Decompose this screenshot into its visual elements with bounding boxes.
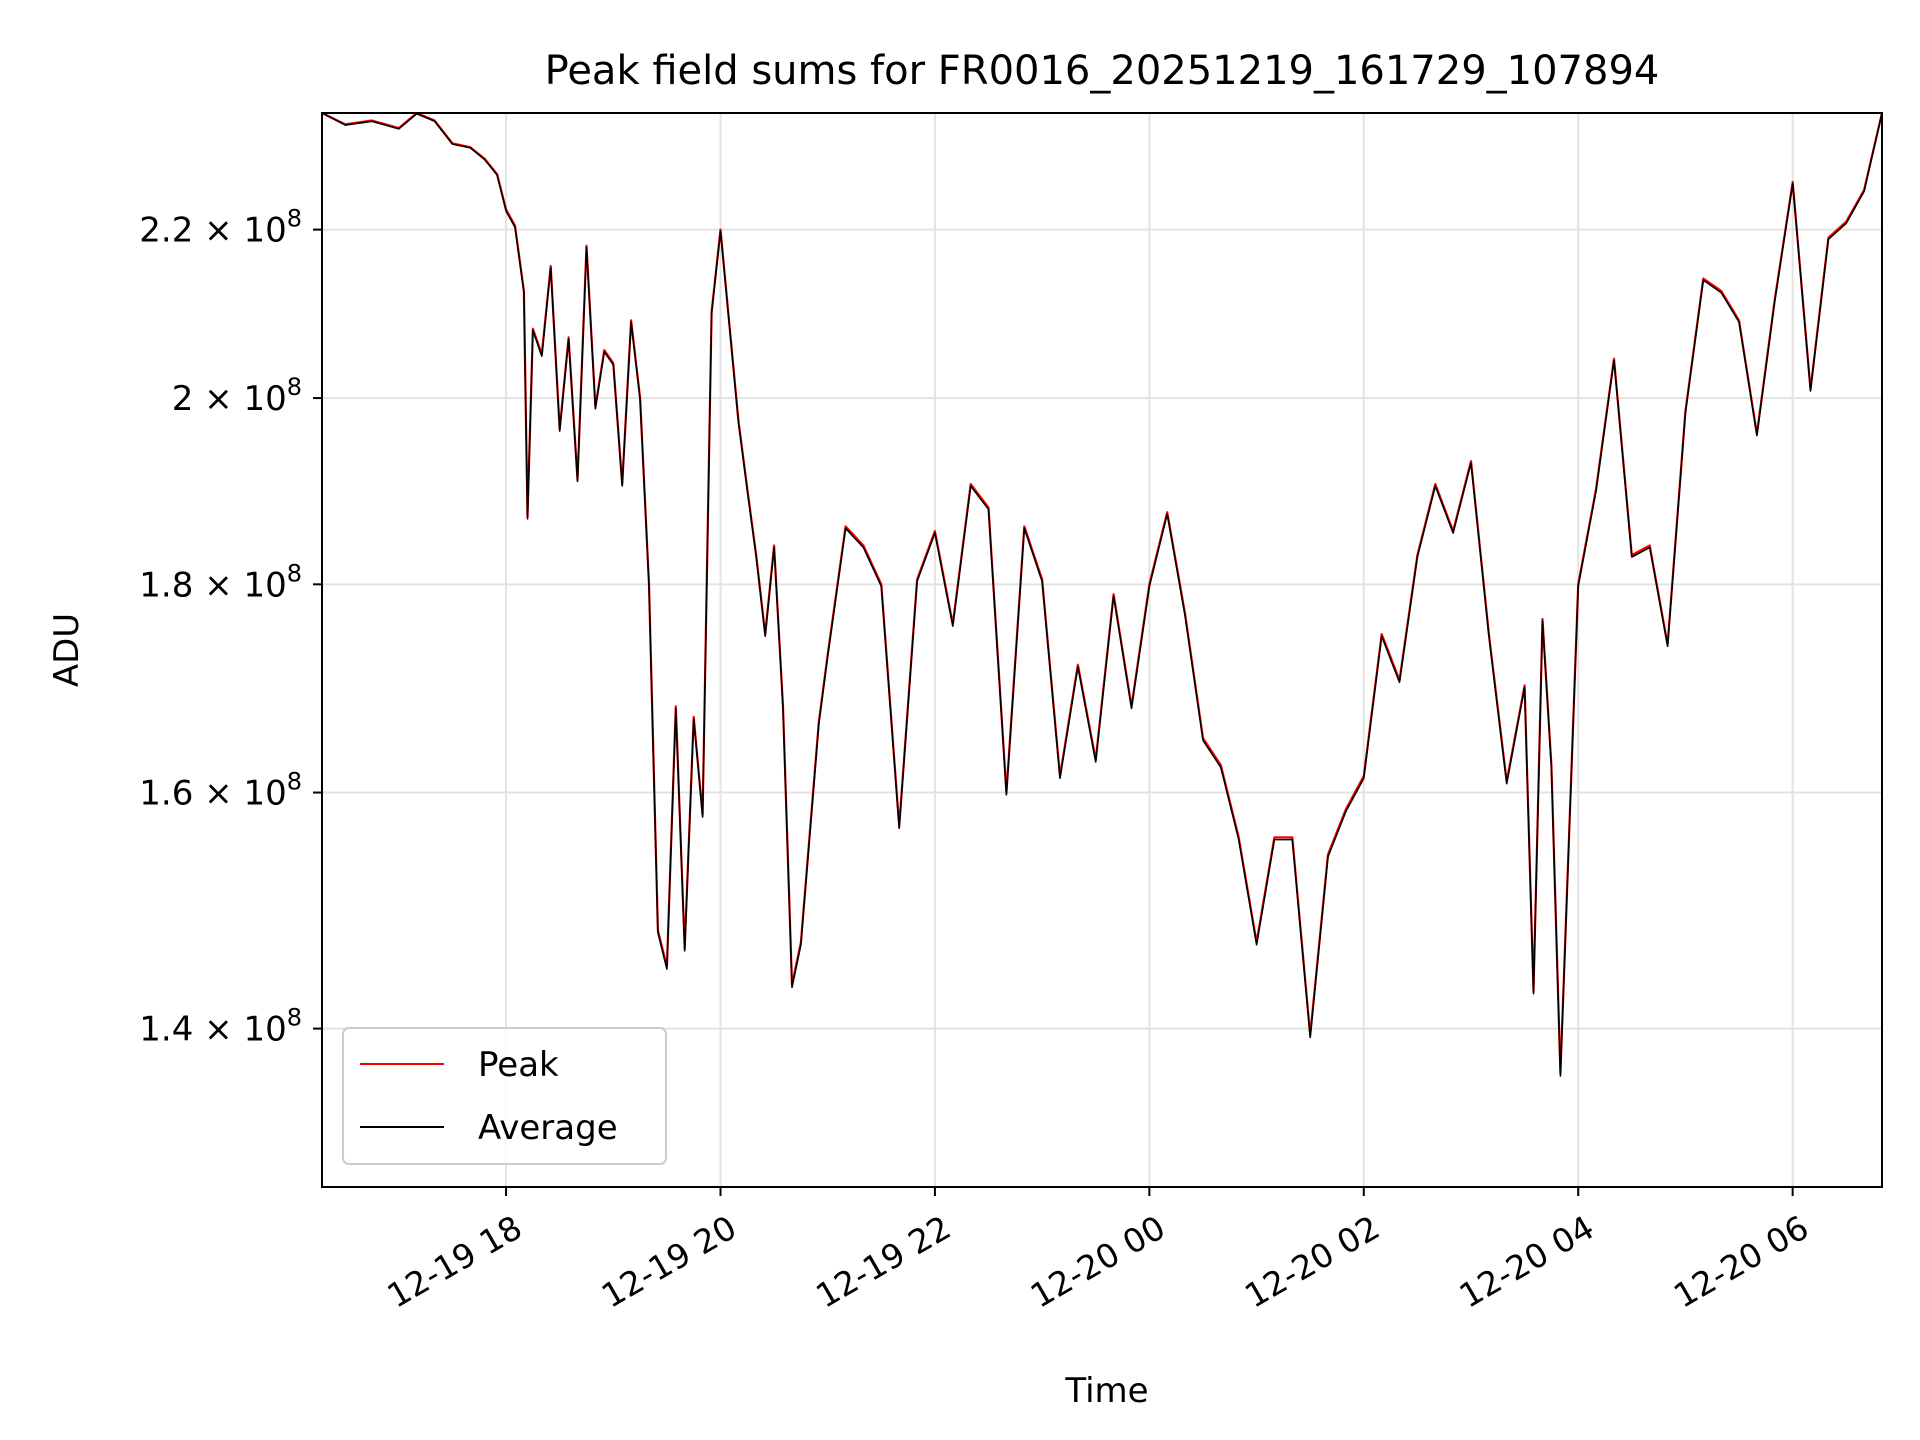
y-tick-exponent: 8 [287,373,302,401]
y-tick-exponent: 8 [287,1004,302,1032]
y-tick-exponent: 8 [287,768,302,796]
plot-lines [322,113,1882,1077]
y-tick-exponent: 8 [287,559,302,587]
y-tick-times: × 10 [193,211,286,251]
y-tick-label: 2 × 108 [172,373,302,419]
legend: Peak Average [342,1027,667,1165]
y-tick-times: × 10 [193,379,286,419]
y-tick-label: 2.2 × 108 [139,205,302,251]
legend-label-peak: Peak [478,1045,559,1085]
axes-frame [321,112,1883,1188]
series-line-average [322,113,1882,1077]
y-tick-label: 1.8 × 108 [139,559,302,605]
y-tick-label: 1.6 × 108 [139,768,302,814]
y-tick-mantissa: 2.2 [139,211,193,251]
y-tick-mantissa: 2 [172,379,194,419]
y-tick-mantissa: 1.6 [139,774,193,814]
x-axis-label: Time [1064,1371,1148,1411]
legend-box [342,1027,667,1165]
y-axis-label: ADU [47,613,87,687]
y-tick-mantissa: 1.4 [139,1010,193,1050]
y-tick-times: × 10 [193,774,286,814]
y-tick-label: 1.4 × 108 [139,1004,302,1050]
legend-label-average: Average [478,1108,618,1148]
y-tick-exponent: 8 [287,205,302,233]
y-tick-times: × 10 [193,565,286,605]
y-tick-times: × 10 [193,1010,286,1050]
y-tick-mantissa: 1.8 [139,565,193,605]
chart-title: Peak field sums for FR0016_20251219_1617… [545,48,1660,94]
